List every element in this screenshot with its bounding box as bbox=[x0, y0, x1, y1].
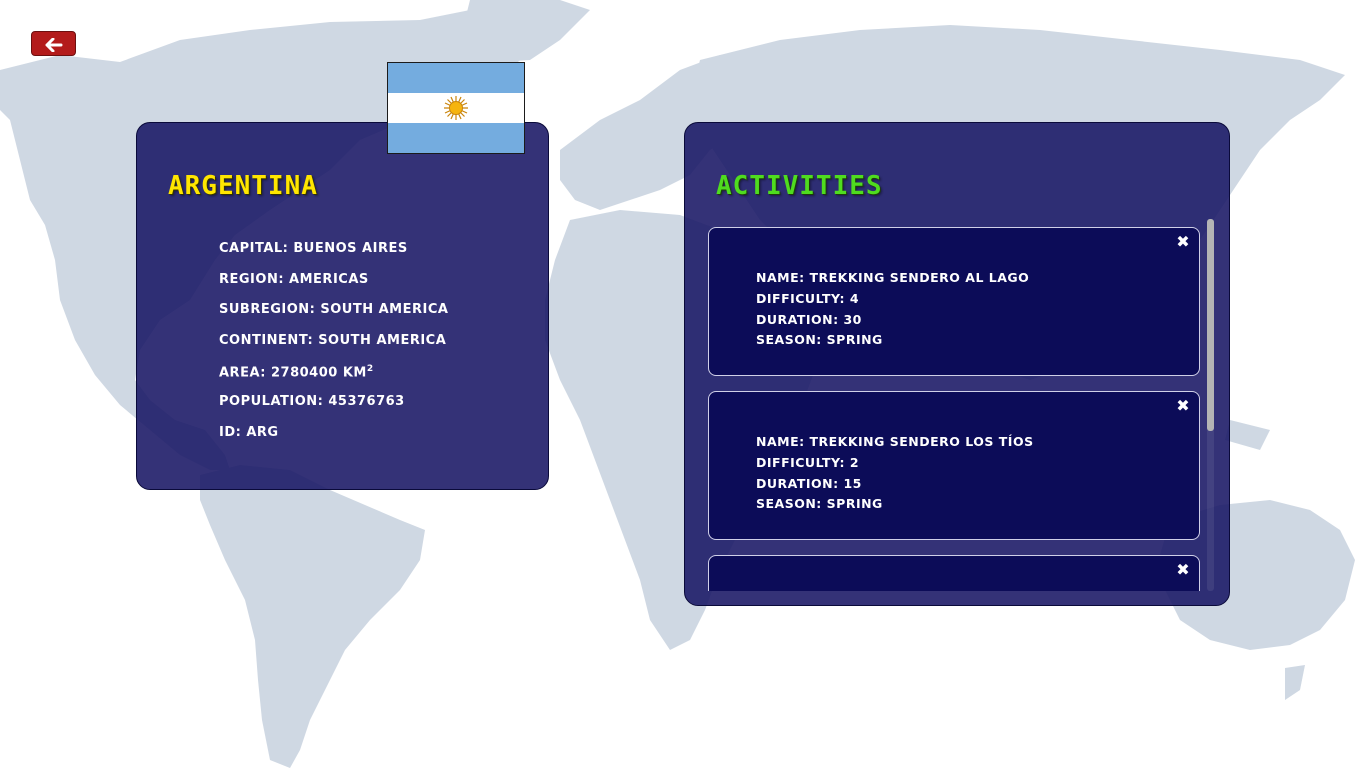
activity-details: NAME: TREKKING SENDERO AL LAGO DIFFICULT… bbox=[756, 270, 1029, 353]
close-icon[interactable]: ✖ bbox=[1176, 232, 1190, 251]
activities-list[interactable]: ✖ NAME: TREKKING SENDERO AL LAGO DIFFICU… bbox=[708, 227, 1201, 591]
area-value: AREA: 2780400 KM bbox=[219, 365, 367, 381]
region-info: REGION: AMERICAS bbox=[219, 271, 369, 287]
country-info-list: CAPITAL: BUENOS AIRES REGION: AMERICAS S… bbox=[219, 241, 448, 456]
activity-difficulty: DIFFICULTY: 2 bbox=[756, 454, 860, 470]
close-icon[interactable]: ✖ bbox=[1176, 396, 1190, 415]
activity-season: SEASON: SPRING bbox=[756, 332, 883, 348]
country-info-panel: ARGENTINA CAPITAL: BUENOS AIRES REGION: … bbox=[136, 122, 549, 490]
scrollbar-track[interactable] bbox=[1207, 219, 1214, 591]
sun-of-may-icon bbox=[444, 96, 468, 120]
population-info: POPULATION: 45376763 bbox=[219, 394, 405, 410]
arrow-left-icon bbox=[45, 34, 63, 53]
activity-name: NAME: TREKKING SENDERO LOS TÍOS bbox=[756, 434, 1034, 449]
continent-info: CONTINENT: SOUTH AMERICA bbox=[219, 333, 447, 349]
activities-title: ACTIVITIES bbox=[716, 171, 883, 201]
close-icon[interactable]: ✖ bbox=[1176, 560, 1190, 579]
activity-season: SEASON: SPRING bbox=[756, 496, 883, 512]
activity-card: ✖ NAME: TREKKING SENDERO LOS TÍOS DIFFIC… bbox=[708, 391, 1200, 540]
id-info: ID: ARG bbox=[219, 425, 279, 441]
activities-panel: ACTIVITIES ✖ NAME: TREKKING SENDERO AL L… bbox=[684, 122, 1230, 606]
flag-stripe-bottom bbox=[388, 123, 524, 153]
capital-info: CAPITAL: BUENOS AIRES bbox=[219, 241, 408, 256]
area-unit-exponent: 2 bbox=[366, 363, 374, 374]
argentina-flag bbox=[387, 62, 525, 154]
activity-duration: DURATION: 15 bbox=[756, 475, 862, 491]
back-button[interactable] bbox=[31, 31, 76, 56]
activity-name: NAME: TREKKING SENDERO AL LAGO bbox=[756, 270, 1030, 285]
country-title: ARGENTINA bbox=[168, 171, 318, 201]
activity-card: ✖ bbox=[708, 555, 1200, 591]
flag-stripe-top bbox=[388, 63, 524, 93]
activity-difficulty: DIFFICULTY: 4 bbox=[756, 290, 860, 306]
activity-duration: DURATION: 30 bbox=[756, 311, 862, 327]
activity-details: NAME: TREKKING SENDERO LOS TÍOS DIFFICUL… bbox=[756, 434, 1034, 517]
activity-card: ✖ NAME: TREKKING SENDERO AL LAGO DIFFICU… bbox=[708, 227, 1200, 376]
area-info: AREA: 2780400 KM2 bbox=[219, 364, 448, 395]
subregion-info: SUBREGION: SOUTH AMERICA bbox=[219, 302, 449, 318]
scrollbar-thumb[interactable] bbox=[1207, 219, 1214, 431]
